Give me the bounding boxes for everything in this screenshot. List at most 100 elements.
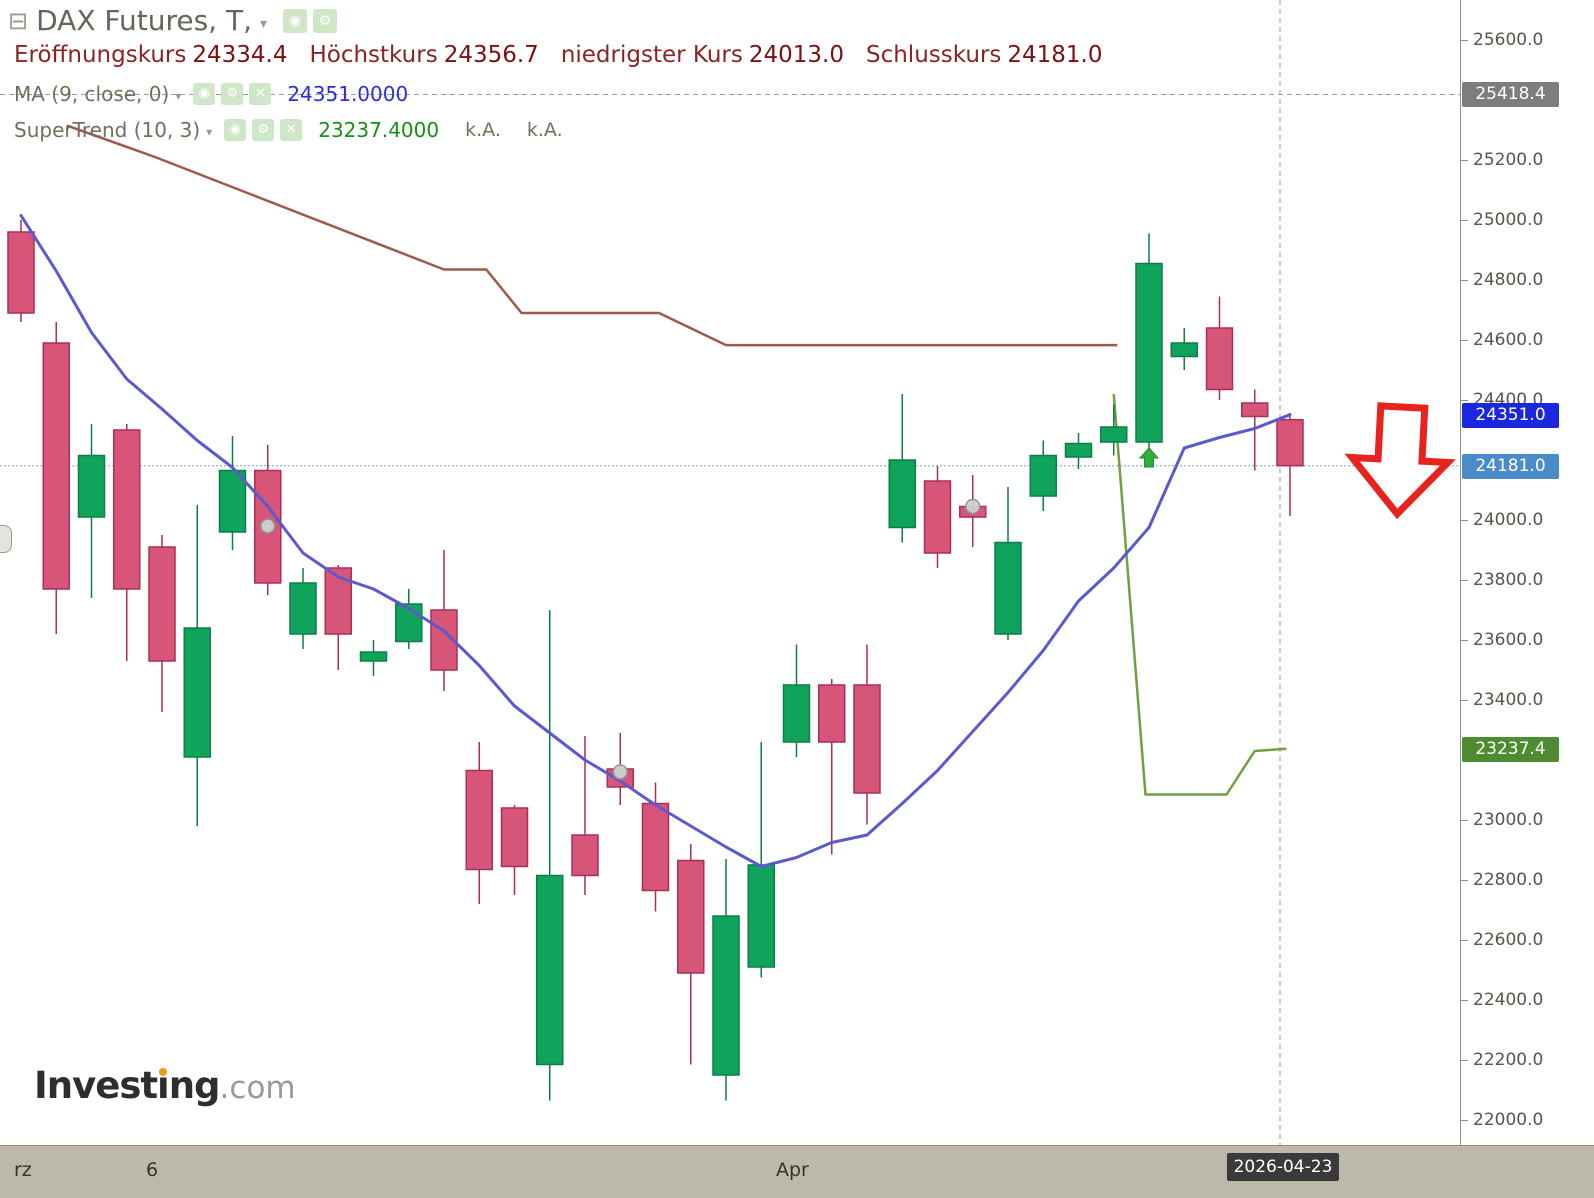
candle-body [359,651,388,662]
candle-body [1170,342,1198,358]
price-tick: 22400.0 [1460,990,1544,1010]
watermark-text-2: ng [168,1064,221,1107]
supertrend-value: 23237.4000 [318,118,440,142]
candle-body [641,802,670,892]
price-tick: 25200.0 [1460,150,1544,170]
supertrend-indicator-row: SuperTrend (10, 3) ▾ ◉ ⚙ ✕ 23237.4000 k.… [14,118,563,142]
supertrend-na-1: k.A. [465,119,501,141]
supertrend-label[interactable]: SuperTrend (10, 3) [14,118,201,142]
price-badge: 24351.0 [1462,402,1559,428]
candle-body [923,480,952,554]
price-tick: 25000.0 [1460,210,1544,230]
ma-dot-marker [965,498,981,515]
candle-body [218,469,247,533]
candle-body [1100,426,1128,443]
candle-body [818,684,846,743]
close-label: Schlusskurs [865,42,1002,68]
candle-body [113,429,141,590]
candle-body [747,864,775,968]
ma-label[interactable]: MA (9, close, 0) [14,82,170,106]
candle-body [183,627,211,758]
price-tick: 23400.0 [1460,690,1544,710]
close-icon[interactable]: ✕ [249,83,272,105]
low-label: niedrigster Kurs [560,42,743,68]
time-label: rz [14,1159,32,1181]
high-value: 24356.7 [443,42,539,68]
candle-body [500,807,529,868]
eye-icon[interactable]: ◉ [224,119,247,141]
ma-dot-marker [612,764,628,780]
candle-body [148,546,176,662]
close-value: 24181.0 [1007,42,1103,68]
price-tick: 22200.0 [1460,1050,1544,1070]
price-tick: 24800.0 [1460,270,1544,290]
collapse-icon[interactable]: ⊟ [8,6,29,35]
pane-handle[interactable] [0,525,12,553]
candle-body [1029,454,1057,497]
close-icon[interactable]: ✕ [280,119,303,141]
candle-body [1064,442,1093,458]
chevron-down-icon[interactable]: ▾ [206,125,213,139]
time-label: 6 [146,1159,159,1181]
ma-dot-marker [260,518,276,534]
price-tick: 23800.0 [1460,570,1544,590]
price-badge: 24181.0 [1462,453,1559,479]
price-tick: 24000.0 [1460,510,1544,530]
candle-body [42,342,70,590]
investing-watermark: Investıng.com [34,1064,296,1107]
supertrend-na-2: k.A. [526,119,563,141]
ohlc-row: Eröffnungskurs 24334.4 Höchstkurs 24356.… [14,42,1125,68]
down-arrow-shape[interactable] [1344,402,1456,520]
eye-icon[interactable]: ◉ [193,83,216,105]
buy-signal-arrow-icon [1138,447,1160,468]
candle-body [465,769,493,871]
candle-body [571,834,599,877]
date-badge: 2026-04-23 [1227,1153,1339,1181]
chevron-down-icon[interactable]: ▾ [259,15,268,32]
candle-body [853,684,881,794]
watermark-suffix: .com [219,1070,296,1106]
candle-body [1276,418,1304,467]
gear-icon[interactable]: ⚙ [221,83,244,105]
visibility-icon[interactable]: ◉ [283,8,308,33]
candle-body [1205,327,1234,391]
candle-body [994,541,1022,635]
watermark-orange-dot-i: ı [157,1064,170,1107]
candle-body [77,454,106,518]
price-tick: 23600.0 [1460,630,1544,650]
down-arrow-annotation[interactable] [1338,402,1466,522]
candle-body [289,582,317,635]
price-badge: 23237.4 [1462,736,1559,762]
supertrend-upper-line [66,124,1118,347]
time-axis[interactable]: 2026-04-23 rz 6 Apr [0,1145,1594,1198]
chevron-down-icon[interactable]: ▾ [175,89,182,103]
watermark-text-1: Invest [34,1064,158,1107]
price-tick: 24600.0 [1460,330,1544,350]
ma-value: 24351.0000 [287,82,409,106]
low-value: 24013.0 [748,42,844,68]
price-tick: 25600.0 [1460,30,1544,50]
price-axis[interactable]: 25600.0 25200.0 25000.0 24800.0 24600.0 24400… [1460,0,1594,1145]
price-tick: 22600.0 [1460,930,1544,950]
ma-line [19,214,1292,868]
price-tick: 23000.0 [1460,810,1544,830]
symbol-header: ⊟ DAX Futures, T, ▾ ◉ ⚙ [8,4,338,37]
candle-body [1241,402,1269,418]
open-value: 24334.4 [192,42,288,68]
settings-icon[interactable]: ⚙ [313,8,338,33]
candle-body [712,915,740,1076]
candle-body [536,874,564,1066]
candle-body [782,684,811,743]
candle-body [677,859,705,974]
gear-icon[interactable]: ⚙ [252,119,275,141]
price-tick: 22800.0 [1460,870,1544,890]
price-tick: 22000.0 [1460,1110,1544,1130]
price-badge: 25418.4 [1462,82,1559,108]
candle-body [7,231,35,314]
time-label: Apr [776,1159,809,1181]
candle-body [1135,262,1163,443]
symbol-title[interactable]: DAX Futures, T, [36,4,252,37]
high-label: Höchstkurs [309,42,438,68]
